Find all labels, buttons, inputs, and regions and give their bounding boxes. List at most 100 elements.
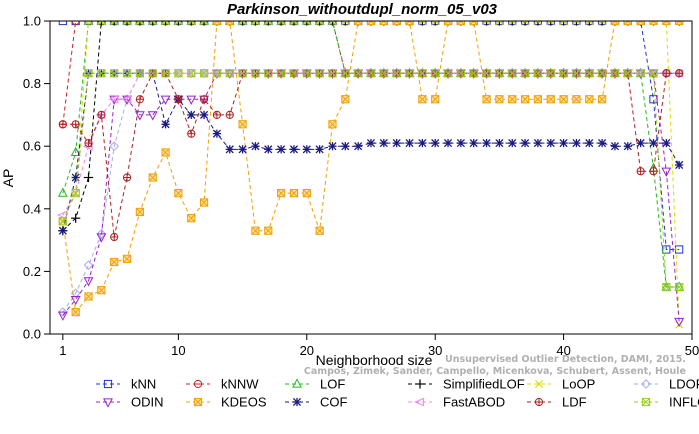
point-cof: [328, 142, 337, 151]
point-inflo: [302, 69, 311, 78]
point-inflo: [71, 189, 80, 198]
point-cof: [315, 145, 324, 154]
point-loop: [200, 21, 209, 26]
legend-item-odin: ODIN: [96, 395, 164, 410]
point-odin: [96, 233, 107, 243]
point-cof: [431, 138, 440, 148]
point-loop: [328, 21, 337, 26]
point-cof: [418, 138, 427, 148]
point-loop: [418, 21, 427, 26]
point-simplifiedlof: [250, 21, 261, 26]
point-inflo: [277, 69, 286, 78]
point-ldof: [186, 68, 197, 79]
point-kdeos: [187, 214, 196, 223]
point-cof: [354, 142, 363, 151]
point-inflo: [456, 69, 465, 78]
point-knn: [649, 95, 658, 104]
legend-item-kdeos: KDEOS: [186, 395, 267, 410]
point-kdeos: [379, 21, 388, 26]
point-inflo: [174, 69, 183, 78]
point-cof: [598, 138, 607, 148]
point-ldf: [135, 95, 144, 104]
point-ldf: [58, 120, 67, 129]
x-axis: 1 10 20 30 40 50: [59, 334, 699, 358]
point-odin: [661, 167, 672, 177]
y-tick-label: 0.6: [23, 139, 41, 154]
legend-label-inflo: INFLO: [669, 395, 699, 410]
point-inflo: [328, 69, 337, 78]
point-cof: [649, 138, 658, 148]
point-ldf: [675, 69, 684, 78]
point-cof: [161, 120, 170, 129]
point-kdeos: [495, 95, 504, 104]
point-simplifiedlof: [327, 21, 338, 26]
point-loop: [97, 21, 106, 26]
point-simplifiedlof: [559, 21, 569, 26]
point-cof: [623, 142, 632, 151]
legend-marker-simplifiedlof: [415, 379, 425, 389]
point-loop: [187, 21, 196, 26]
legend-label-loop: LoOP: [562, 377, 595, 392]
point-simplifiedlof: [302, 21, 312, 26]
legend-item-ldof: LDOF: [634, 377, 699, 392]
legend-marker-inflo: [641, 397, 651, 407]
point-kdeos: [354, 21, 363, 26]
point-inflo: [585, 69, 594, 78]
point-kdeos: [662, 21, 671, 26]
point-kdeos: [469, 21, 478, 26]
point-kdeos: [148, 173, 157, 182]
point-cof: [508, 138, 517, 148]
point-simplifiedlof: [276, 21, 286, 26]
point-ldf: [649, 167, 658, 176]
legend-label-ldf: LDF: [562, 395, 587, 410]
legend-item-loop: LoOP: [527, 377, 595, 392]
point-ldf: [71, 120, 80, 129]
point-cof: [225, 145, 234, 154]
point-kdeos: [636, 21, 645, 26]
point-cof: [559, 138, 568, 148]
x-tick-label: 40: [556, 343, 570, 358]
legend-label-ldof: LDOF: [669, 377, 699, 392]
point-loop: [546, 21, 555, 26]
point-cof: [662, 138, 671, 148]
series-loop: [58, 21, 684, 329]
series-inflo: [58, 69, 684, 292]
point-odin: [57, 311, 68, 321]
point-ldf: [97, 110, 106, 120]
point-simplifiedlof: [289, 21, 299, 26]
point-kdeos: [431, 95, 440, 104]
series-line-kdeos: [62, 21, 680, 314]
point-simplifiedlof: [520, 21, 530, 26]
point-cof: [443, 138, 453, 148]
point-cof: [58, 226, 67, 235]
point-inflo: [212, 69, 222, 78]
point-kdeos: [366, 21, 376, 26]
point-inflo: [431, 69, 440, 78]
point-loop: [251, 21, 260, 26]
series-group: [56, 21, 685, 329]
point-loop: [84, 21, 93, 26]
point-loop: [533, 21, 542, 26]
point-simplifiedlof: [340, 21, 350, 26]
point-inflo: [379, 69, 388, 78]
point-odin: [134, 111, 145, 121]
point-kdeos: [251, 226, 260, 235]
series-ldof: [58, 68, 684, 317]
point-inflo: [623, 69, 632, 78]
point-loop: [161, 21, 170, 26]
series-cof: [58, 69, 684, 235]
point-fastabod: [108, 94, 119, 104]
point-kdeos: [520, 95, 530, 104]
point-ldof: [83, 260, 94, 270]
point-kdeos: [212, 21, 222, 26]
point-simplifiedlof: [238, 21, 248, 26]
point-kdeos: [122, 254, 132, 263]
point-inflo: [610, 69, 620, 78]
series-line-ldof: [62, 72, 680, 313]
point-odin: [147, 111, 158, 121]
point-simplifiedlof: [417, 21, 427, 26]
series-knn: [58, 21, 684, 254]
point-loop: [431, 21, 440, 26]
legend-item-ldf: LDF: [527, 395, 587, 410]
point-inflo: [289, 69, 299, 78]
